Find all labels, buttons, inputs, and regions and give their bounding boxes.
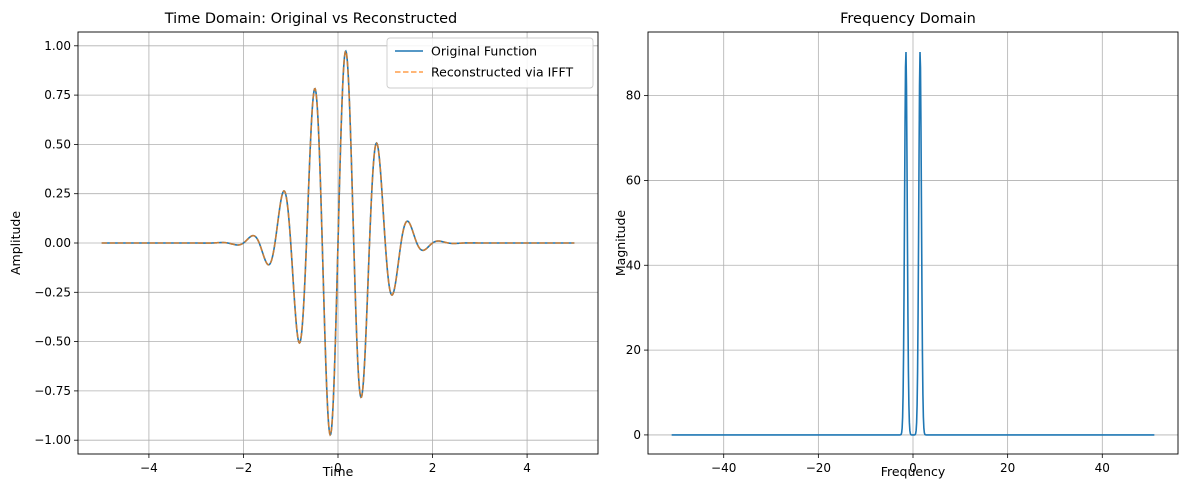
y-tick-label: −0.25 — [34, 285, 71, 299]
frequency-domain-title: Frequency Domain — [840, 11, 976, 27]
time-domain-series — [101, 49, 575, 437]
x-tick-label: 40 — [1095, 461, 1110, 475]
legend-reconstructed-label: Reconstructed via IFFT — [431, 65, 573, 80]
x-tick-label: 0 — [334, 461, 342, 475]
x-tick-label: 2 — [429, 461, 437, 475]
time-domain-title: Time Domain: Original vs Reconstructed — [164, 11, 458, 27]
x-tick-label: 20 — [1000, 461, 1015, 475]
y-tick-label: 40 — [626, 258, 641, 272]
x-tick-label: −2 — [235, 461, 253, 475]
y-tick-label: 0 — [633, 428, 641, 442]
frequency-domain-ticks: −40 −20 0 20 40 0 20 40 60 80 — [626, 89, 1110, 475]
y-tick-label: −0.50 — [34, 335, 71, 349]
y-tick-label: 80 — [626, 89, 641, 103]
reconstructed-ifft-line — [101, 49, 575, 437]
time-domain-chart: Time Domain: Original vs Reconstructed −… — [8, 11, 599, 479]
y-tick-label: 1.00 — [44, 39, 71, 53]
y-tick-label: 0.25 — [44, 187, 71, 201]
y-tick-label: −0.75 — [34, 384, 71, 398]
y-tick-label: −1.00 — [34, 433, 71, 447]
legend-original-label: Original Function — [431, 44, 537, 59]
frequency-domain-ylabel: Magnitude — [613, 210, 628, 277]
frequency-domain-xlabel: Frequency — [881, 464, 946, 479]
x-tick-label: −40 — [711, 461, 736, 475]
y-tick-label: 0.75 — [44, 88, 71, 102]
y-tick-label: 20 — [626, 343, 641, 357]
y-tick-label: 0.00 — [44, 236, 71, 250]
x-tick-label: −20 — [806, 461, 831, 475]
frequency-domain-series — [671, 51, 1155, 436]
magnitude-spectrum-line — [671, 51, 1155, 436]
y-tick-label: 0.50 — [44, 137, 71, 151]
time-domain-legend: Original Function Reconstructed via IFFT — [386, 37, 594, 89]
x-tick-label: 0 — [909, 461, 917, 475]
time-domain-ticks: −4 −2 0 2 4 −1.00 −0.75 −0.50 −0.25 0.00 0.25 0.50 0… — [34, 39, 531, 475]
frequency-domain-chart: Frequency Domain −40 −20 0 20 40 0 20 40 60 80 Fr… — [613, 11, 1179, 479]
time-domain-ylabel: Amplitude — [8, 211, 23, 275]
x-tick-label: −4 — [140, 461, 158, 475]
x-tick-label: 4 — [523, 461, 531, 475]
legend-box — [386, 37, 594, 89]
time-domain-xlabel: Time — [322, 464, 354, 479]
y-tick-label: 60 — [626, 173, 641, 187]
